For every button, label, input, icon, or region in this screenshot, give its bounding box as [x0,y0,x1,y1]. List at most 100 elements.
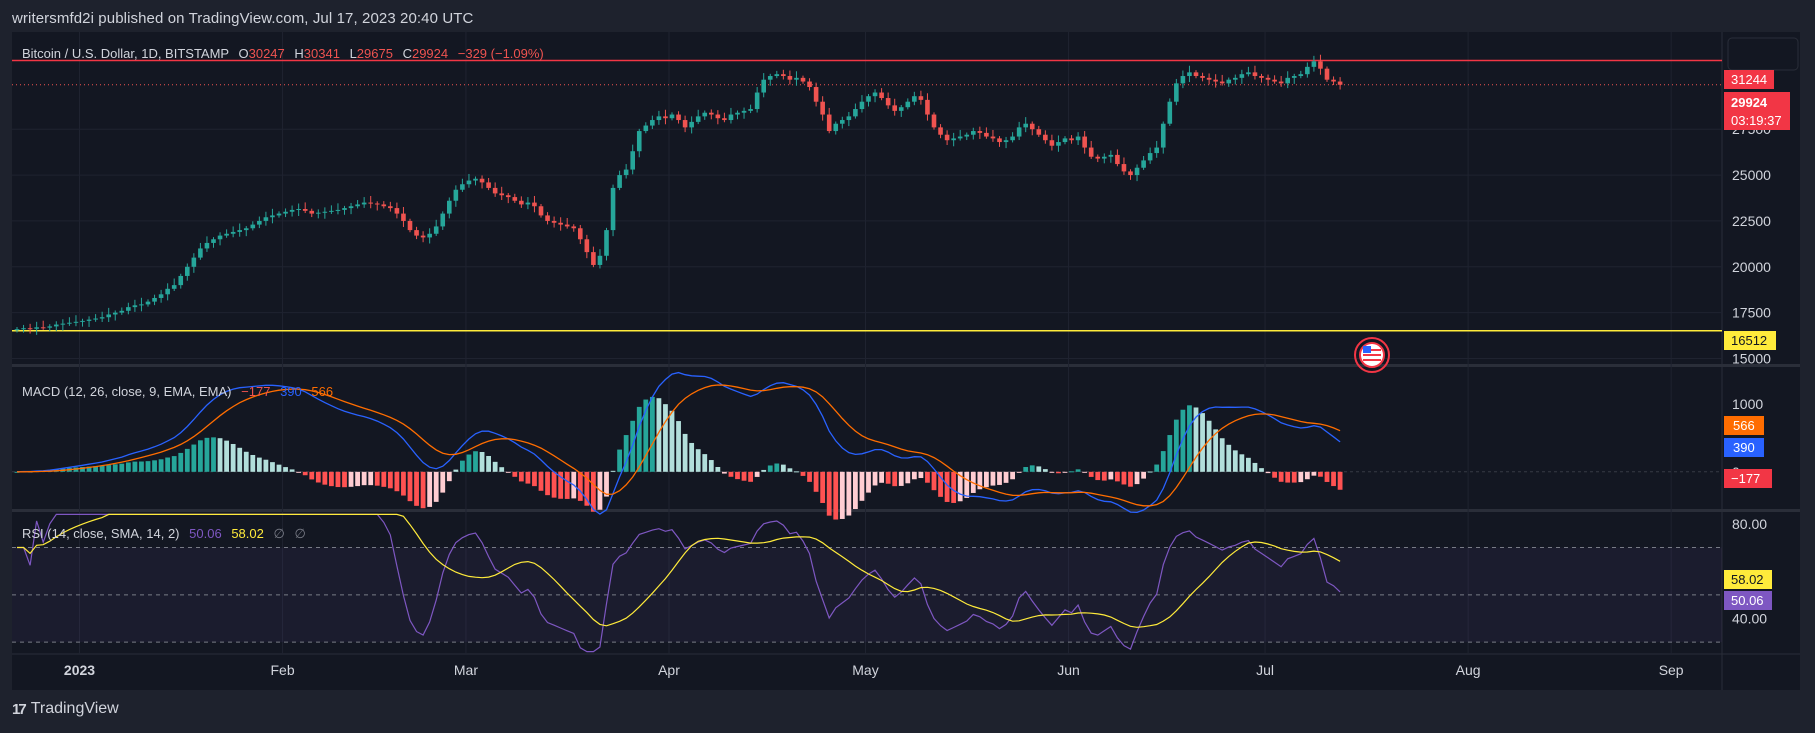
candle-body [1239,74,1245,78]
macd-histogram-bar [309,471,315,480]
macd-histogram-bar [722,471,727,474]
candle-body [872,92,878,97]
candle-body [840,120,845,124]
candle-body [1010,136,1015,141]
macd-histogram-bar [866,471,871,493]
candle-body [145,301,151,305]
macd-histogram-bar [538,471,544,491]
rsi-title: RSI (14, close, SMA, 14, 2) [22,526,180,541]
candle-body [597,255,603,265]
candle-body [374,203,380,205]
candle-body [361,202,367,205]
macd-histogram-bar [433,471,439,502]
candle-body [270,215,275,218]
macd-histogram-bar [348,471,354,487]
rsi-ma-value: 58.02 [231,526,264,541]
macd-histogram-bar [276,464,282,472]
price-pane[interactable] [12,32,1800,364]
rsi-extra-2: ∅ [294,526,305,541]
candle-body [1049,140,1055,146]
macd-histogram-bar [1128,471,1133,487]
y-tick-label: 20000 [1732,259,1771,275]
candle-body [767,76,773,80]
macd-histogram-bar [1016,471,1022,473]
candle-body [1023,123,1028,128]
candle-body [826,114,832,132]
candle-body [34,327,39,329]
macd-histogram-bar [1154,464,1160,472]
macd-histogram-bar [676,421,681,472]
candle-body [47,326,53,328]
macd-histogram-bar [892,471,898,487]
y-tick-label: 22500 [1732,213,1771,229]
time-axis[interactable]: 2023 Feb Mar Apr May Jun Jul Aug Sep [64,662,1684,678]
macd-histogram-bar [800,471,806,476]
macd-histogram-bar [302,471,308,476]
macd-histogram-bar [610,470,616,472]
macd-histogram-bar [545,471,550,496]
candle-body [198,248,203,258]
macd-hist-tag-bg [1724,469,1772,488]
candle-body [774,74,780,77]
candle-body [263,217,269,221]
macd-histogram-bar [1213,429,1219,472]
candle-body [898,107,904,111]
price-axis[interactable]: 1500017500200002250025000275001000080.00… [1732,121,1771,626]
candle-body [964,134,970,137]
macd-histogram-bar [86,466,92,472]
macd-histogram-bar [1285,471,1291,483]
macd-histogram-bar [342,471,347,488]
footer-brand[interactable]: 17 TradingView [12,700,119,718]
last-price-tag: 29924 [1731,95,1768,110]
candle-body [80,320,85,322]
resistance-tag-bg [1724,70,1774,89]
candle-body [1128,171,1133,176]
us-flag-event-icon[interactable] [1354,337,1390,373]
candle-body [1252,72,1258,77]
macd-histogram-bar [669,410,675,472]
macd-histogram-bar [643,399,649,472]
macd-histogram-bar [329,471,334,487]
rsi-pane[interactable] [12,512,1800,690]
macd-histogram-bar [636,406,642,472]
candle-body [1180,76,1186,84]
macd-histogram-bar [152,460,157,472]
candle-body [250,224,256,229]
macd-histogram-bar [243,451,249,472]
candle-body [126,307,131,311]
rsi-ma-tag-bg [1724,570,1772,589]
macd-histogram-bar [368,471,374,486]
legend-high: 30341 [304,46,340,61]
candle-body [21,328,26,330]
candle-body [1285,77,1290,84]
candle-body [1016,127,1022,137]
candle-body [650,120,655,126]
macd-histogram-bar [1318,471,1323,477]
candle-body [1265,77,1271,80]
macd-histogram-bar [532,471,537,487]
candle-body [217,235,223,240]
candle-body [558,222,563,225]
candle-body [14,329,20,331]
candle-body [689,121,694,128]
candle-body [1134,167,1140,176]
candle-body [1318,61,1323,69]
publish-line: writersmfd2i published on TradingView.co… [12,10,474,27]
macd-histogram-bar [256,457,262,472]
macd-histogram-bar [735,471,740,480]
macd-tick-label: 1000 [1732,396,1763,412]
candle-body [54,324,59,327]
macd-line [16,371,1341,515]
x-tick-label: Aug [1456,662,1481,678]
macd-histogram-bar [512,471,518,477]
macd-histogram-bar [1324,471,1330,482]
candle-body [158,294,164,298]
macd-histogram-bar [1141,471,1146,479]
macd-histogram-bar [846,471,852,516]
candle-body [794,77,799,80]
candle-body [846,116,852,121]
rsi-ma-line [17,513,1341,628]
chart-settings-button[interactable] [1727,37,1799,71]
candle-body [866,96,871,102]
